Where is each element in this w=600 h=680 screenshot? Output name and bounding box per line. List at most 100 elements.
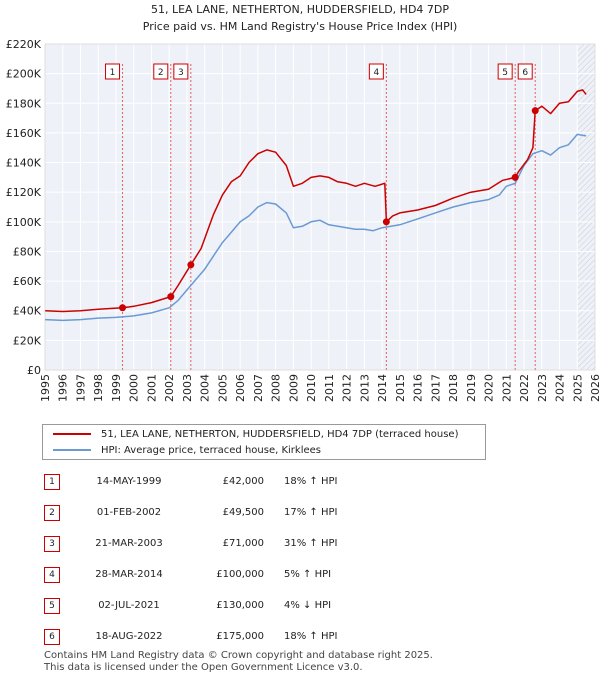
y-tick-label: £100K xyxy=(6,216,42,229)
x-tick-label: 2025 xyxy=(571,374,584,402)
sale-hpi-diff: 17% ↑ HPI xyxy=(284,507,338,518)
y-tick-label: £160K xyxy=(6,127,42,140)
sale-label: 2 xyxy=(158,68,164,78)
y-tick-label: £20K xyxy=(13,334,42,347)
y-tick-label: £60K xyxy=(13,275,42,288)
sale-label: 6 xyxy=(522,68,528,78)
sale-number-badge: 5 xyxy=(44,598,60,614)
x-tick-label: 2002 xyxy=(163,374,176,402)
sale-date: 28-MAR-2014 xyxy=(95,569,163,580)
legend-hpi-label: HPI: Average price, terraced house, Kirk… xyxy=(101,445,322,456)
y-tick-label: £180K xyxy=(6,97,42,110)
y-tick-label: £140K xyxy=(6,157,42,170)
sale-label-box xyxy=(497,63,513,80)
sale-point xyxy=(119,304,127,312)
sale-number-badge: 6 xyxy=(44,629,60,645)
x-tick-label: 2016 xyxy=(412,374,425,402)
footer-line-2: This data is licensed under the Open Gov… xyxy=(44,662,363,673)
x-tick-label: 2026 xyxy=(589,374,600,402)
sale-label-box xyxy=(153,63,169,80)
forecast-shade xyxy=(577,44,595,370)
x-tick-label: 2020 xyxy=(483,374,496,402)
sale-price: £42,000 xyxy=(222,476,264,487)
sale-point xyxy=(382,218,390,226)
sale-label: 1 xyxy=(110,68,116,78)
sale-point xyxy=(187,261,195,269)
sale-label-box xyxy=(368,63,384,80)
plot-frame xyxy=(44,43,596,371)
footer-attribution: Contains HM Land Registry data © Crown c… xyxy=(44,650,433,674)
x-tick-label: 2022 xyxy=(518,374,531,402)
sale-label: 5 xyxy=(502,68,508,78)
legend-property-label: 51, LEA LANE, NETHERTON, HUDDERSFIELD, H… xyxy=(101,429,459,440)
x-tick-label: 2023 xyxy=(536,374,549,402)
y-tick-label: £80K xyxy=(13,245,42,258)
chart-legend: 51, LEA LANE, NETHERTON, HUDDERSFIELD, H… xyxy=(42,424,486,460)
sale-point xyxy=(167,293,175,301)
x-tick-label: 2001 xyxy=(145,374,158,402)
x-tick-label: 2017 xyxy=(429,374,442,402)
chart-title: 51, LEA LANE, NETHERTON, HUDDERSFIELD, H… xyxy=(151,3,449,16)
sale-hpi-diff: 5% ↑ HPI xyxy=(284,569,332,580)
sale-price: £130,000 xyxy=(216,600,264,611)
x-tick-label: 2000 xyxy=(128,374,141,402)
sale-price: £175,000 xyxy=(216,631,264,642)
legend-hpi: HPI: Average price, terraced house, Kirk… xyxy=(53,443,321,459)
sale-label-box xyxy=(105,63,121,80)
x-tick-label: 2006 xyxy=(234,374,247,402)
x-tick-label: 2010 xyxy=(305,374,318,402)
sale-price: £71,000 xyxy=(222,538,264,549)
x-tick-label: 1999 xyxy=(110,374,123,402)
sale-date: 02-JUL-2021 xyxy=(98,600,160,611)
x-tick-label: 2024 xyxy=(554,374,567,402)
x-tick-label: 1997 xyxy=(74,374,87,402)
sale-label-box xyxy=(173,63,189,80)
sale-number-badge: 1 xyxy=(44,474,60,490)
x-tick-label: 2004 xyxy=(199,374,212,402)
sale-hpi-diff: 4% ↓ HPI xyxy=(284,600,332,611)
sale-point xyxy=(531,107,539,115)
x-tick-label: 2012 xyxy=(341,374,354,402)
x-tick-label: 2005 xyxy=(216,374,229,402)
x-tick-label: 2013 xyxy=(358,374,371,402)
sale-hpi-diff: 18% ↑ HPI xyxy=(284,631,338,642)
footer-line-1: Contains HM Land Registry data © Crown c… xyxy=(44,650,433,661)
x-tick-label: 2007 xyxy=(252,374,265,402)
sale-label-box xyxy=(517,63,533,80)
sale-hpi-diff: 31% ↑ HPI xyxy=(284,538,338,549)
sale-date: 01-FEB-2002 xyxy=(96,507,162,518)
x-tick-label: 1998 xyxy=(92,374,105,402)
chart-subtitle: Price paid vs. HM Land Registry's House … xyxy=(143,20,458,33)
x-tick-label: 2015 xyxy=(394,374,407,402)
legend-property-swatch xyxy=(53,433,91,435)
sale-label: 4 xyxy=(373,68,379,78)
y-tick-label: £220K xyxy=(6,38,42,51)
sale-number-badge: 3 xyxy=(44,536,60,552)
property-price-line xyxy=(44,89,587,313)
y-tick-label: £40K xyxy=(13,305,42,318)
legend-property: 51, LEA LANE, NETHERTON, HUDDERSFIELD, H… xyxy=(53,427,459,443)
plot-area xyxy=(45,44,595,370)
y-tick-label: £200K xyxy=(6,68,42,81)
x-tick-label: 2019 xyxy=(465,374,478,402)
y-tick-label: £120K xyxy=(6,186,42,199)
x-tick-label: 2008 xyxy=(270,374,283,402)
hpi-line xyxy=(44,133,587,322)
sale-date: 21-MAR-2003 xyxy=(95,538,163,549)
sale-number-badge: 2 xyxy=(44,505,60,521)
sale-point xyxy=(511,173,519,181)
price-chart: 51, LEA LANE, NETHERTON, HUDDERSFIELD, H… xyxy=(6,3,600,402)
y-tick-label: £0 xyxy=(27,364,41,377)
x-tick-label: 1995 xyxy=(39,374,52,402)
x-tick-label: 2021 xyxy=(500,374,513,402)
x-tick-label: 2014 xyxy=(376,374,389,402)
sale-date: 14-MAY-1999 xyxy=(96,476,162,487)
sale-number-badge: 4 xyxy=(44,567,60,583)
x-tick-label: 1996 xyxy=(57,374,70,402)
x-tick-label: 2009 xyxy=(287,374,300,402)
x-tick-label: 2003 xyxy=(181,374,194,402)
sale-price: £100,000 xyxy=(216,569,264,580)
x-tick-label: 2011 xyxy=(323,374,336,402)
sale-hpi-diff: 18% ↑ HPI xyxy=(284,476,338,487)
sale-price: £49,500 xyxy=(222,507,264,518)
